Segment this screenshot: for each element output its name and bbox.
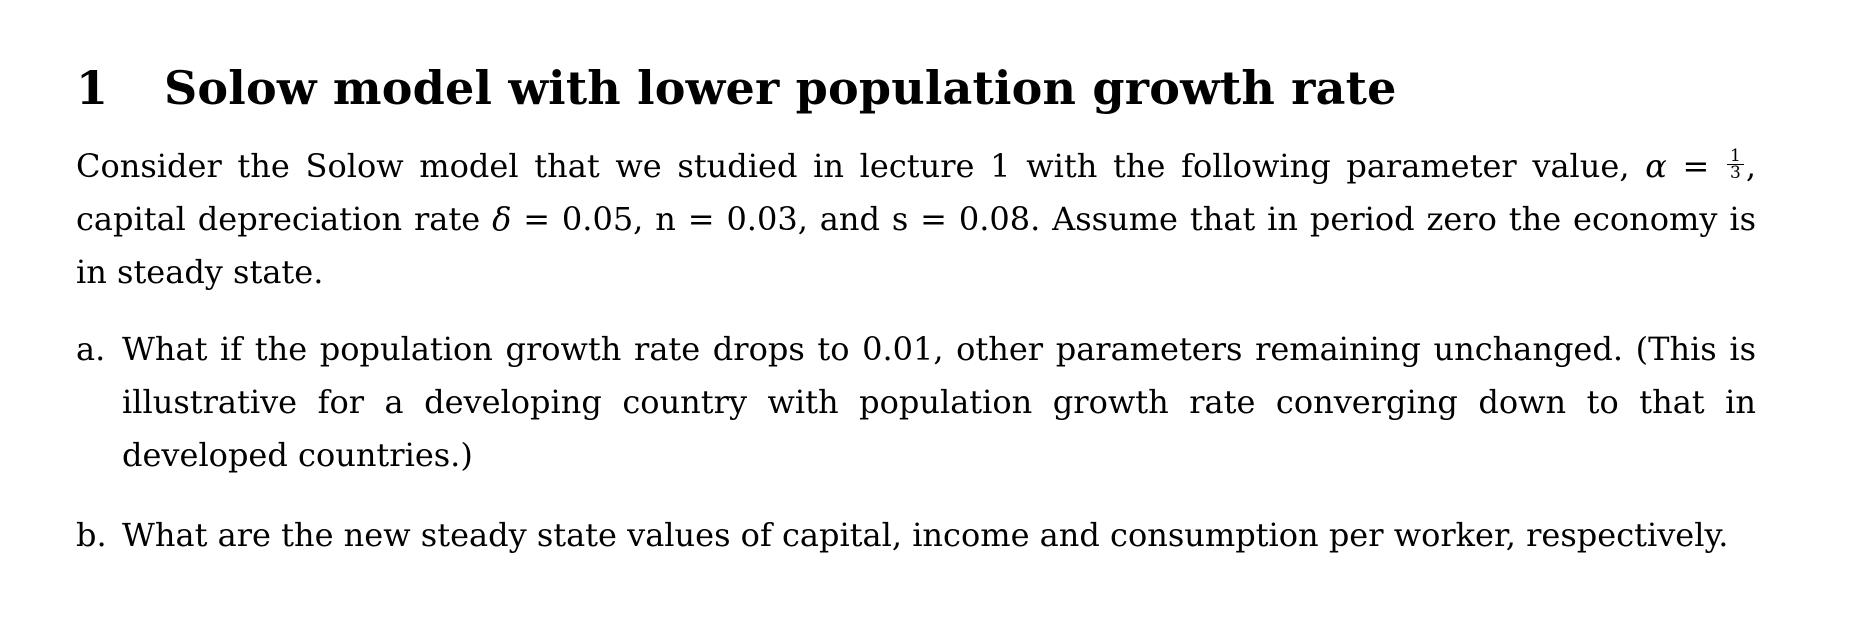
intro-text-part2: , capital depreciation rate <box>76 147 1757 238</box>
section-number: 1 <box>76 61 109 115</box>
section-heading: 1 Solow model with lower population grow… <box>76 58 1756 118</box>
list-item: b. What are the new steady state values … <box>76 509 1756 562</box>
list-item: a. What if the population growth rate dr… <box>76 323 1756 482</box>
intro-paragraph: Consider the Solow model that we studied… <box>76 140 1756 299</box>
alpha-symbol: α <box>1645 147 1667 185</box>
delta-symbol: δ <box>492 200 512 238</box>
intro-text-part3: = 0.05, n = 0.03, and s = 0.08. Assume t… <box>76 200 1757 291</box>
item-text-a: What if the population growth rate drops… <box>122 330 1756 474</box>
fraction-numerator: 1 <box>1727 148 1744 165</box>
fraction-denominator: 3 <box>1730 163 1741 183</box>
item-marker-a: a. <box>76 330 106 368</box>
section-title: Solow model with lower population growth… <box>164 61 1397 115</box>
equals-sign: = <box>1666 147 1726 185</box>
intro-text-part1: Consider the Solow model that we studied… <box>76 147 1646 185</box>
document-page: 1 Solow model with lower population grow… <box>76 58 1756 589</box>
item-text-b: What are the new steady state values of … <box>122 516 1729 554</box>
item-marker-b: b. <box>76 516 107 554</box>
question-list: a. What if the population growth rate dr… <box>76 323 1756 562</box>
